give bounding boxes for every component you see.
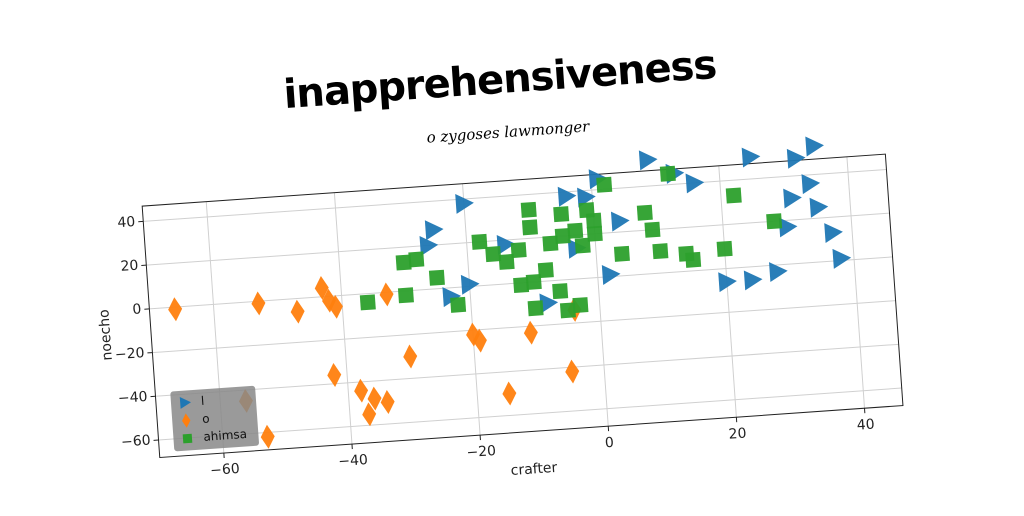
y-tick-label: 40 [117,214,136,231]
plot-area: −60 −40 −20 0 20 40 −60 −40 −20 0 20 40 crafter noech… [88,131,906,507]
scatter-point [429,270,445,286]
scatter-point [766,213,782,229]
scatter-point [660,166,676,182]
x-tick-label: 40 [856,417,875,434]
scatter-point [726,187,742,203]
scatter-point [408,251,424,267]
scatter-point [567,223,583,239]
y-axis-label: noecho [96,309,116,361]
legend-label: o [202,411,210,425]
y-tick-label: −40 [117,389,148,407]
chart-title: inapprehensiveness [282,42,717,118]
scatter-point [360,294,376,310]
scatter-point [579,202,595,218]
scatter-point [644,222,660,238]
x-tick-label: 20 [728,426,747,443]
x-tick-label: −60 [210,461,241,479]
scatter-point [614,246,630,262]
scatter-point [553,206,569,222]
x-axis-label: crafter [510,460,558,479]
scatter-point [471,234,487,250]
x-tick-label: −20 [466,443,497,461]
x-tick-label: 0 [604,435,614,452]
scatter-point [528,300,544,316]
scatter-point [485,246,501,262]
scatter-point [639,149,658,170]
scatter-point [717,241,733,257]
scatter-point [678,246,694,262]
y-tick-label: −60 [121,433,152,451]
x-tick-label: −40 [338,452,369,470]
scatter-point [450,297,466,313]
scatter-point [552,283,568,299]
scatter-point [805,135,824,156]
scatter-point [637,205,653,221]
scatter-point [398,287,414,303]
legend-marker [183,434,193,444]
scatter-point [511,242,527,258]
y-tick-label: −20 [114,345,145,363]
scatter-point [572,297,588,313]
scatter-point [521,202,537,218]
y-tick-label: 20 [120,258,139,275]
chart-subtitle: o zygoses lawmonger [426,117,591,146]
scatter-point [596,177,612,193]
scatter-point [538,262,554,278]
scatter-point [522,219,538,235]
y-tick-label: 0 [132,301,142,318]
scatter-point [652,243,668,259]
